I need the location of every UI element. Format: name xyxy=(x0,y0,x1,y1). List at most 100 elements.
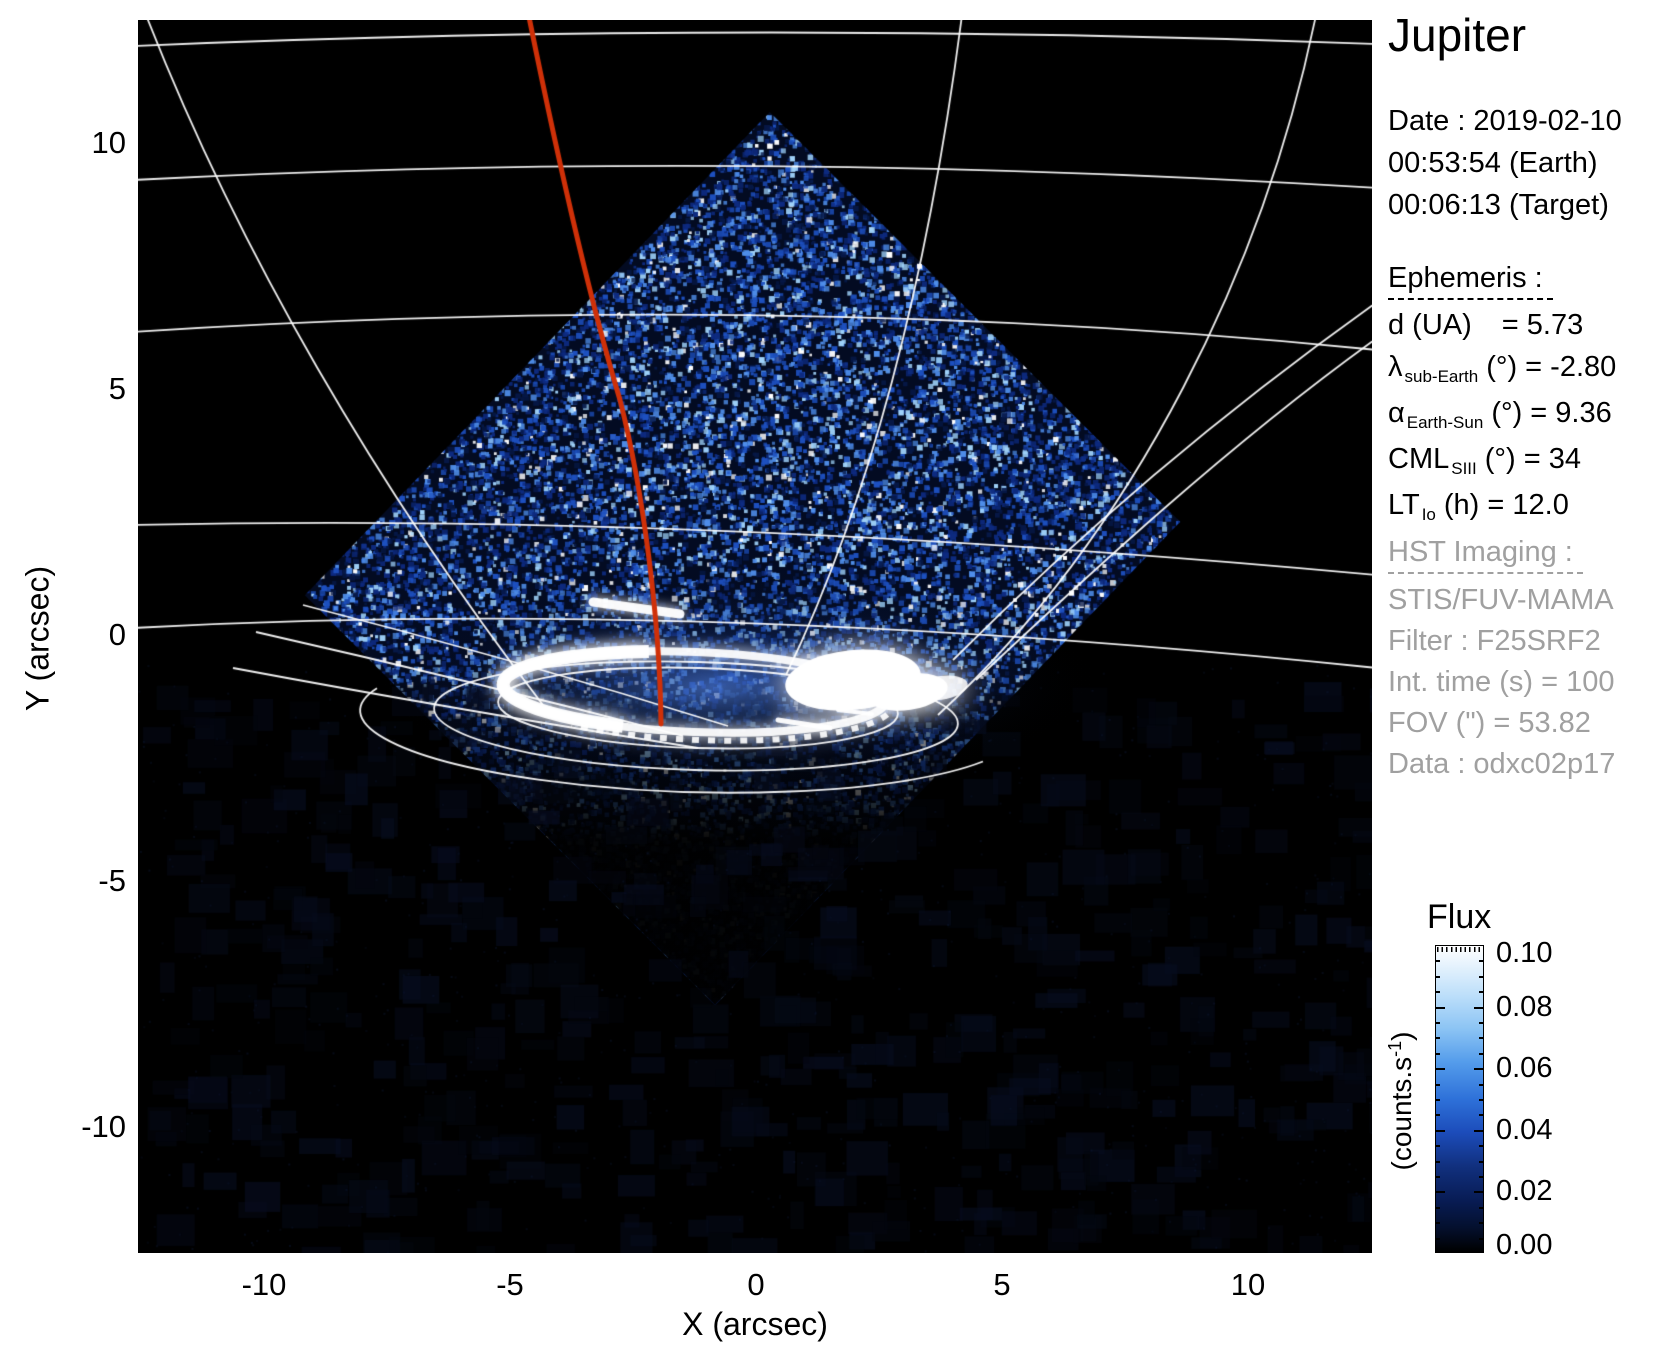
observation-target-time: 00:06:13 (Target) xyxy=(1388,189,1609,221)
observation-date: Date : 2019-02-10 xyxy=(1388,105,1622,137)
colorbar-tick-mark xyxy=(1436,1129,1445,1132)
colorbar-tick-mark xyxy=(1479,1037,1483,1040)
hst-imaging-lines: STIS/FUV-MAMA Filter : F25SRF2 Int. time (… xyxy=(1388,580,1615,785)
colorbar-tick-mark xyxy=(1436,1176,1440,1178)
colorbar-unit-pre: (counts.s xyxy=(1386,1056,1417,1171)
colorbar-tick-mark xyxy=(1479,1145,1483,1148)
ephemeris-row: LT Io (h) = 12.0 xyxy=(1388,484,1616,530)
ephemeris-row: CML SIII (°) = 34 xyxy=(1388,438,1616,484)
hst-imaging-section: HST Imaging : STIS/FUV-MAMA Filter : F25S… xyxy=(1388,536,1615,785)
y-tick-label: 10 xyxy=(91,125,126,160)
hst-imaging-heading: HST Imaging : xyxy=(1388,536,1583,574)
colorbar-tick-mark xyxy=(1479,960,1483,963)
observation-block: Date : 2019-02-10 00:53:54 (Earth) 00:06… xyxy=(1388,100,1622,226)
colorbar-tick-mark xyxy=(1436,1083,1440,1086)
colorbar-tick-mark xyxy=(1436,1114,1440,1117)
colorbar-tick-mark xyxy=(1436,975,1440,978)
ephemeris-section: Ephemeris : xyxy=(1388,262,1553,300)
colorbar-tick-mark xyxy=(1436,1206,1440,1209)
x-axis-title: X (arcsec) xyxy=(682,1306,828,1342)
colorbar-minor-hatch xyxy=(1437,947,1482,952)
ephemeris-rows: d (UA) = 5.73 λ sub-Earth (°) = -2.80 α Earth-… xyxy=(1388,304,1616,530)
ephemeris-quantity: d (UA) xyxy=(1388,309,1472,341)
colorbar-gradient xyxy=(1435,945,1484,1253)
colorbar-tick-label: 0.08 xyxy=(1496,990,1553,1023)
colorbar-tick-mark xyxy=(1436,1237,1440,1240)
colorbar-tick-mark xyxy=(1436,1052,1440,1055)
colorbar-tick-mark xyxy=(1479,1083,1483,1086)
observation-earth-time: 00:53:54 (Earth) xyxy=(1388,147,1598,179)
y-tick-label: 0 xyxy=(108,617,126,652)
ephemeris-quantity-subscript: Io xyxy=(1421,505,1436,524)
y-axis-title: Y (arcsec) xyxy=(19,565,56,712)
x-tick-label: 0 xyxy=(747,1267,765,1302)
colorbar-tick-label: 0.02 xyxy=(1496,1175,1553,1208)
page-title: Jupiter xyxy=(1388,9,1527,61)
colorbar-tick-mark xyxy=(1479,1206,1483,1209)
colorbar-tick-mark xyxy=(1436,1191,1445,1194)
colorbar-unit-label: (counts.s-1) xyxy=(1385,951,1418,1251)
ephemeris-quantity: LT xyxy=(1388,489,1420,521)
colorbar-tick-mark xyxy=(1474,1191,1483,1194)
colorbar-tick-mark xyxy=(1436,1006,1445,1009)
colorbar-tick-label: 0.00 xyxy=(1496,1229,1553,1261)
colorbar-tick-mark xyxy=(1474,1006,1483,1009)
ephemeris-quantity-subscript: sub-Earth xyxy=(1404,367,1479,386)
colorbar-tick-label: 0.04 xyxy=(1496,1113,1553,1146)
colorbar-tick-mark xyxy=(1479,1114,1483,1117)
colorbar-tick-mark xyxy=(1436,1068,1445,1071)
ephemeris-row: d (UA) = 5.73 xyxy=(1388,304,1616,346)
y-tick-label: -10 xyxy=(81,1109,126,1144)
ephemeris-heading: Ephemeris : xyxy=(1388,262,1553,300)
ephemeris-value: (°) = 9.36 xyxy=(1491,397,1612,429)
colorbar-tick-mark xyxy=(1479,1237,1483,1240)
colorbar-tick-mark xyxy=(1479,1222,1483,1225)
colorbar-tick-mark xyxy=(1479,991,1483,994)
colorbar-tick-mark xyxy=(1479,1160,1483,1163)
x-tick-label: -5 xyxy=(496,1267,524,1302)
colorbar-tick-mark xyxy=(1474,1129,1483,1132)
colorbar-tick-mark xyxy=(1479,1022,1483,1024)
hst-imaging-line: Int. time (s) = 100 xyxy=(1388,666,1615,698)
colorbar-tick-mark xyxy=(1436,1037,1440,1040)
ephemeris-quantity-subscript: SIII xyxy=(1451,459,1477,478)
colorbar-tick-label: 0.10 xyxy=(1496,937,1553,969)
ephemeris-quantity: CML xyxy=(1388,443,1450,475)
colorbar-tick-label: 0.06 xyxy=(1496,1052,1553,1085)
colorbar-tick-mark xyxy=(1436,1145,1440,1148)
hst-imaging-line: STIS/FUV-MAMA xyxy=(1388,584,1614,616)
hst-imaging-line: Data : odxc02p17 xyxy=(1388,748,1616,780)
colorbar-unit-post: ) xyxy=(1386,1031,1417,1041)
colorbar-title: Flux xyxy=(1427,898,1492,936)
ephemeris-row: λ sub-Earth (°) = -2.80 xyxy=(1388,346,1616,392)
ephemeris-value: (°) = -2.80 xyxy=(1486,351,1617,383)
hst-imaging-line: Filter : F25SRF2 xyxy=(1388,625,1601,657)
colorbar-tick-mark xyxy=(1479,975,1483,978)
colorbar-tick-mark xyxy=(1436,1099,1440,1101)
ephemeris-value: (°) = 34 xyxy=(1484,443,1581,475)
y-tick-label: 5 xyxy=(108,371,126,406)
colorbar-unit-sup: -1 xyxy=(1385,1040,1405,1057)
ephemeris-quantity-subscript: Earth-Sun xyxy=(1406,413,1484,432)
colorbar-tick-mark xyxy=(1436,1022,1440,1024)
ephemeris-value: = 5.73 xyxy=(1501,309,1584,341)
y-tick-label: -5 xyxy=(98,863,126,898)
colorbar-tick-mark xyxy=(1436,991,1440,994)
sky-image-plot xyxy=(138,20,1372,1253)
colorbar-tick-mark xyxy=(1474,1068,1483,1071)
ephemeris-value: (h) = 12.0 xyxy=(1443,489,1569,521)
ephemeris-quantity: λ xyxy=(1388,351,1403,383)
colorbar-tick-mark xyxy=(1479,1176,1483,1178)
colorbar-tick-mark xyxy=(1436,1222,1440,1225)
ephemeris-row: α Earth-Sun (°) = 9.36 xyxy=(1388,392,1616,438)
ephemeris-quantity: α xyxy=(1388,397,1405,429)
colorbar-tick-mark xyxy=(1436,1160,1440,1163)
x-tick-label: -10 xyxy=(241,1267,287,1302)
colorbar-tick-mark xyxy=(1479,1099,1483,1101)
colorbar-tick-mark xyxy=(1479,1052,1483,1055)
colorbar-tick-mark xyxy=(1436,960,1440,963)
x-tick-label: 5 xyxy=(993,1267,1011,1302)
hst-imaging-line: FOV (") = 53.82 xyxy=(1388,707,1591,739)
x-tick-label: 10 xyxy=(1230,1267,1266,1302)
